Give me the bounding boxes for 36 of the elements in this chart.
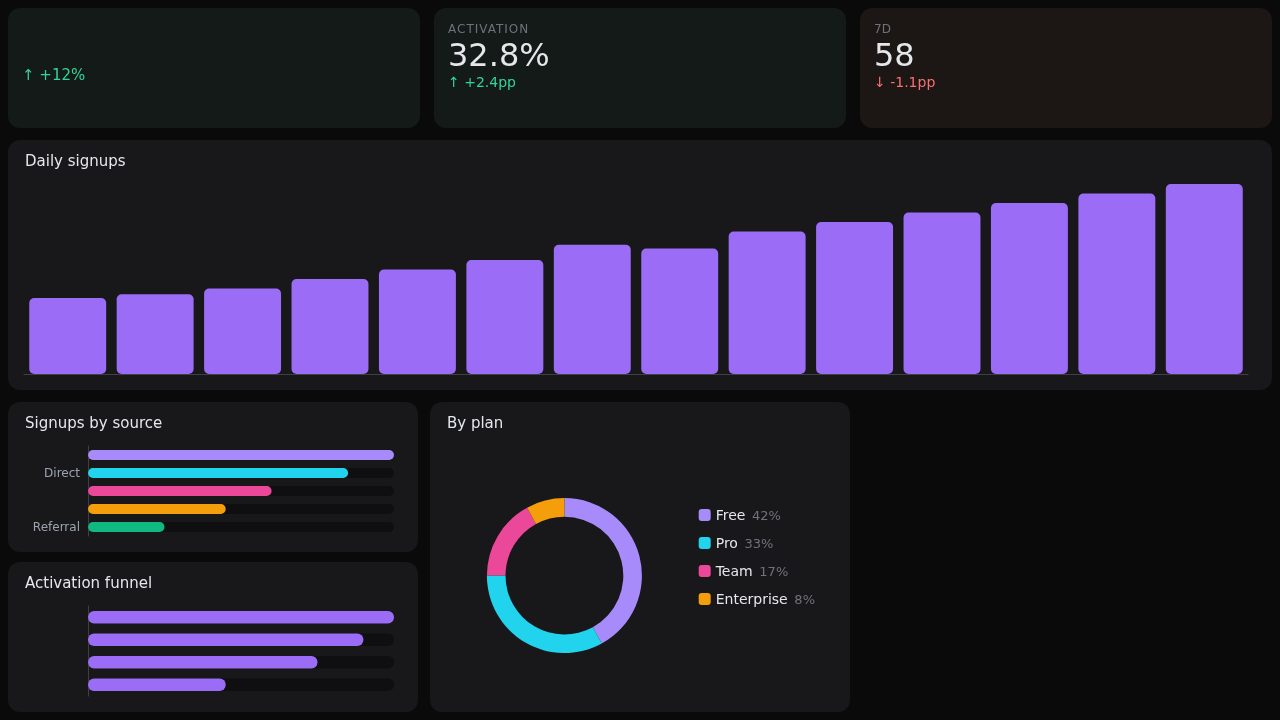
text: ACTIVATION — [448, 22, 531, 36]
bar — [641, 248, 719, 374]
text: ↑ +12% — [22, 66, 87, 84]
data-label: 8% — [794, 591, 815, 607]
y-tick-label: Direct — [44, 466, 81, 480]
text: ↑ +2.4pp — [448, 74, 517, 90]
text: 58 — [874, 36, 916, 74]
text: 32.8% — [448, 36, 551, 74]
legend-label: Pro — [715, 535, 738, 551]
text: ↓ -1.1pp — [874, 74, 937, 90]
legend-label: Team — [714, 563, 753, 579]
bar — [728, 231, 806, 374]
bar — [116, 294, 194, 374]
bar — [990, 203, 1068, 374]
bar — [29, 298, 107, 374]
legend-label: Enterprise — [715, 591, 788, 607]
bar — [466, 260, 544, 374]
data-label: 33% — [744, 535, 774, 551]
chart-title: Daily signups — [25, 151, 126, 170]
chart-title: Activation funnel — [25, 573, 153, 592]
bar — [378, 269, 456, 374]
legend-label: Free — [715, 507, 746, 523]
chart-title: By plan — [447, 413, 504, 432]
bar — [1165, 184, 1243, 374]
data-label: 17% — [759, 563, 789, 579]
bar — [1078, 193, 1156, 374]
data-label: 42% — [752, 507, 781, 523]
bar — [291, 279, 369, 374]
bar — [204, 288, 282, 374]
bar — [903, 212, 981, 374]
bar — [816, 222, 894, 374]
bar — [88, 522, 165, 532]
y-tick-label: Referral — [32, 520, 80, 534]
bar — [553, 244, 631, 374]
chart-title: Signups by source — [25, 413, 163, 432]
text: 7D — [874, 22, 892, 36]
